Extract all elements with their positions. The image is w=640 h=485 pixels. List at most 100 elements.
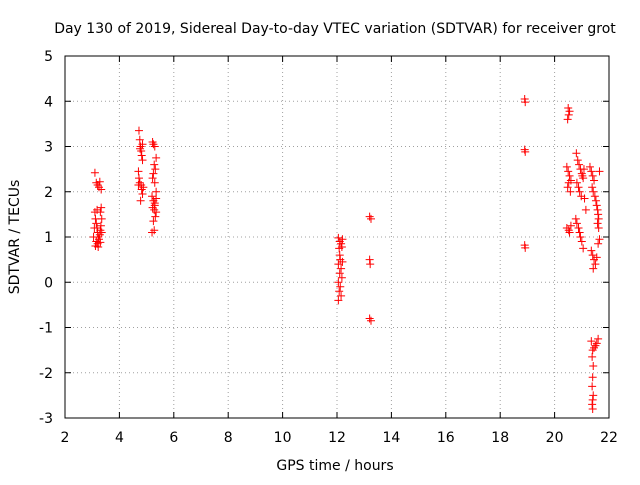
data-point — [335, 269, 344, 278]
data-point — [136, 196, 145, 205]
data-point — [97, 214, 106, 223]
data-point — [134, 174, 143, 183]
data-point — [579, 174, 588, 183]
data-point — [367, 214, 375, 223]
data-point — [135, 135, 144, 144]
data-point — [136, 144, 145, 153]
data-point — [149, 169, 158, 178]
data-point — [588, 404, 597, 413]
data-point — [89, 233, 98, 241]
data-point — [150, 226, 159, 235]
data-point — [577, 169, 586, 178]
data-point — [573, 156, 582, 165]
data-point — [95, 177, 104, 186]
data-point — [588, 400, 597, 409]
data-point — [564, 167, 573, 176]
data-point — [137, 151, 146, 160]
data-point — [594, 239, 603, 248]
data-point — [588, 171, 597, 180]
data-point — [90, 168, 99, 177]
y-tick-label: 2 — [44, 185, 53, 201]
data-point — [562, 162, 571, 171]
data-point — [138, 140, 147, 149]
data-point — [134, 126, 143, 135]
data-point — [150, 205, 159, 214]
data-point — [594, 210, 603, 219]
data-point — [95, 235, 103, 244]
data-point — [574, 223, 583, 232]
data-point — [366, 260, 375, 269]
data-point — [96, 221, 105, 230]
data-point — [337, 242, 346, 251]
y-tick-label: 0 — [44, 275, 53, 291]
data-point — [592, 201, 601, 210]
data-point — [592, 253, 601, 262]
x-tick-label: 6 — [169, 430, 178, 446]
data-point — [592, 339, 601, 348]
x-axis-label: GPS time / hours — [276, 458, 393, 474]
y-tick-labels: -3 -2 -1 0 1 2 3 4 5 — [39, 49, 53, 427]
data-point — [579, 244, 588, 253]
grid-lines — [65, 56, 609, 418]
data-point — [97, 203, 106, 212]
data-point — [139, 183, 148, 192]
data-point — [588, 352, 597, 361]
data-point — [521, 147, 530, 156]
data-point — [334, 233, 343, 242]
data-point — [149, 217, 158, 226]
data-point — [151, 165, 160, 174]
data-point — [595, 235, 604, 244]
data-point — [587, 246, 596, 255]
x-tick-label: 12 — [328, 430, 346, 446]
data-point — [566, 187, 575, 196]
data-point — [565, 171, 574, 180]
data-point — [563, 183, 572, 192]
data-point — [593, 219, 602, 228]
data-point — [152, 153, 161, 162]
data-point — [97, 185, 106, 194]
data-point — [134, 180, 143, 189]
data-point — [148, 174, 157, 183]
y-axis-label: SDTVAR / TECUs — [7, 180, 23, 295]
data-point — [595, 167, 604, 176]
data-point — [137, 147, 146, 156]
data-point — [563, 115, 572, 124]
data-point — [589, 391, 598, 400]
data-point — [574, 183, 583, 192]
data-point — [566, 221, 575, 230]
data-point — [565, 228, 574, 237]
data-point — [152, 208, 161, 217]
data-point — [334, 260, 343, 269]
data-point — [589, 264, 598, 273]
data-point — [590, 192, 599, 201]
data-point — [338, 235, 347, 244]
data-point — [588, 183, 597, 192]
data-point — [135, 178, 144, 187]
data-point — [588, 395, 597, 404]
data-point — [575, 160, 584, 169]
data-point — [136, 142, 145, 151]
data-point — [521, 98, 530, 107]
data-point — [585, 162, 594, 171]
data-point — [520, 94, 529, 103]
x-tick-label: 2 — [61, 430, 70, 446]
y-tick-label: 1 — [44, 230, 53, 246]
data-point — [150, 178, 159, 187]
data-point — [588, 251, 597, 260]
data-point — [564, 178, 573, 187]
data-point — [587, 167, 596, 176]
data-point — [591, 196, 600, 205]
data-point — [575, 187, 584, 196]
data-point — [365, 212, 374, 221]
data-point — [94, 242, 103, 251]
data-point — [92, 219, 101, 228]
data-point — [594, 214, 603, 223]
data-point — [590, 176, 599, 185]
data-point — [365, 255, 374, 264]
data-point — [367, 316, 375, 325]
y-tick-label: 5 — [44, 49, 53, 65]
data-point — [589, 361, 598, 370]
data-point — [588, 373, 597, 382]
data-point — [337, 239, 346, 248]
